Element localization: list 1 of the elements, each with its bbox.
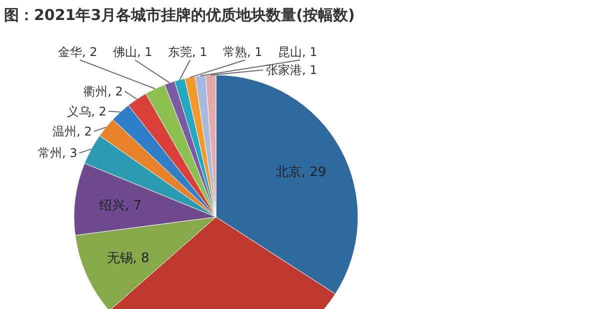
title: 图：2021年3月各城市挂牌的优质地块数量(按幅数) (4, 6, 355, 24)
